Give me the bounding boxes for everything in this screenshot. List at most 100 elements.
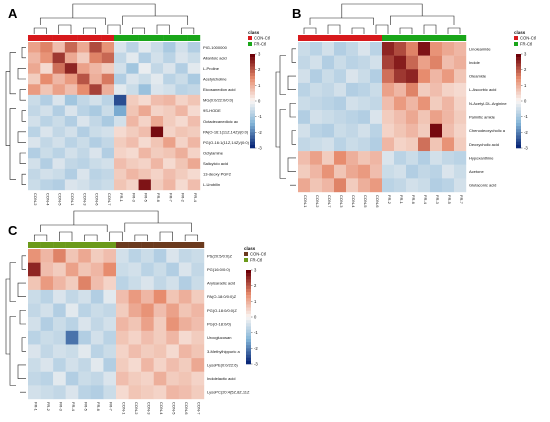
scale-step [246, 273, 251, 277]
heatmap-cell [52, 105, 66, 117]
heatmap-cell [346, 164, 359, 179]
heatmap-cell [370, 82, 383, 97]
heatmap-cell [40, 317, 54, 332]
scale-step [516, 79, 521, 83]
heatmap-cell [166, 385, 180, 400]
heatmap-cell [166, 344, 180, 359]
heatmap-cell [65, 358, 79, 372]
heatmap-cell [191, 371, 205, 386]
heatmap-cell [153, 289, 167, 304]
heatmap-cell [126, 105, 139, 117]
column-label: FR-2 [387, 195, 392, 205]
heatmap-cell [153, 262, 167, 277]
heatmap-cell [89, 158, 102, 170]
scale-step [246, 345, 251, 349]
heatmap-cell [442, 42, 455, 56]
scale-step [246, 357, 251, 362]
heatmap-cell [166, 330, 180, 345]
dendrogram-branch [124, 222, 192, 232]
heatmap-cell [77, 105, 90, 117]
heatmap-cell [89, 84, 102, 96]
scale-step [250, 116, 255, 121]
heatmap-cell [114, 116, 127, 127]
scale-step [250, 135, 255, 139]
heatmap-cell [166, 289, 180, 304]
heatmap-cell [40, 262, 54, 277]
column-label: CON-3 [339, 195, 344, 208]
heatmap-cells [298, 42, 467, 193]
heatmap-cell [28, 289, 41, 304]
heatmap-cell [150, 63, 164, 74]
dendrogram-branch [19, 152, 26, 164]
dendrogram-branch [40, 224, 108, 232]
dendrogram-branch [291, 130, 296, 145]
class-band-cell [126, 35, 139, 41]
scale-step [246, 326, 251, 330]
dendrogram-branch [21, 337, 26, 352]
dendrogram-branch [327, 24, 341, 34]
heatmap-cell [53, 249, 66, 263]
heatmap-cell [358, 178, 371, 193]
color-scale: 3 2 1 0 -1 -2 -3 [250, 52, 262, 151]
heatmap-cell [65, 317, 79, 332]
row-label: PG(O-16:1(11Z,14Z)/(0:0) [203, 140, 250, 145]
heatmap-cell [101, 158, 115, 170]
column-label: CON-6 [95, 193, 100, 206]
heatmap-cell [52, 84, 66, 96]
dendrogram-branch [17, 364, 26, 379]
heatmap-cell [53, 358, 66, 372]
heatmap-cell [28, 105, 41, 117]
heatmap-cell [103, 371, 117, 386]
dendrogram-branch [109, 231, 123, 241]
dendrogram-branch [309, 17, 374, 25]
heatmap-cell [454, 55, 467, 70]
heatmap-cell [454, 110, 467, 125]
row-label: MG(0:0/22:0/0:0) [203, 98, 234, 103]
scale-step [250, 63, 255, 67]
heatmap-cell [442, 123, 455, 138]
heatmap-cell [28, 52, 41, 64]
heatmap-cell [40, 358, 54, 372]
heatmap-cell [78, 344, 92, 359]
heatmap-cell [128, 358, 142, 372]
dendrogram-branch [21, 46, 26, 59]
heatmap-cell [322, 123, 335, 138]
heatmap-cell [163, 94, 176, 106]
heatmap-cell [346, 123, 359, 138]
heatmap-cell [141, 371, 154, 386]
heatmap-cell [101, 168, 115, 180]
heatmap-cell [90, 249, 104, 263]
heatmap-cell [77, 147, 90, 159]
heatmap-cell [52, 52, 66, 64]
row-label: PG(O-18:0/0:0)Z [207, 308, 237, 313]
color-scale: 3 2 1 0 -1 -2 -3 [246, 268, 258, 367]
heatmap-cell [28, 344, 41, 359]
heatmap-cell [53, 276, 66, 291]
heatmap-cell [52, 126, 66, 138]
heatmap-cell [116, 317, 129, 332]
scale-tick-label: 3 [258, 52, 261, 57]
heatmap-cell [64, 63, 78, 74]
heatmap-cell [53, 344, 66, 359]
scale-step [246, 301, 251, 305]
column-label: FR-2 [46, 402, 51, 412]
heatmap-cell [52, 63, 66, 74]
heatmap-cell [163, 126, 176, 138]
heatmap-cell [322, 151, 335, 165]
heatmap-cell [53, 317, 66, 332]
legend-swatch [514, 36, 518, 40]
heatmap-cell [334, 42, 347, 56]
heatmap-cell [153, 371, 167, 386]
dendrogram-branch [19, 89, 26, 101]
heatmap-cell [28, 126, 41, 138]
heatmap-cell [310, 151, 323, 165]
heatmap-cell [40, 385, 54, 400]
heatmap-cell [126, 137, 139, 148]
scale-step [250, 144, 255, 149]
heatmap-cell [334, 137, 347, 152]
row-label: Deoxycholic acid [469, 142, 499, 147]
heatmap-cell [77, 52, 90, 64]
heatmap-cell [141, 276, 154, 291]
heatmap-cell [191, 317, 205, 332]
legend-label: FR-Ctl [254, 42, 266, 47]
